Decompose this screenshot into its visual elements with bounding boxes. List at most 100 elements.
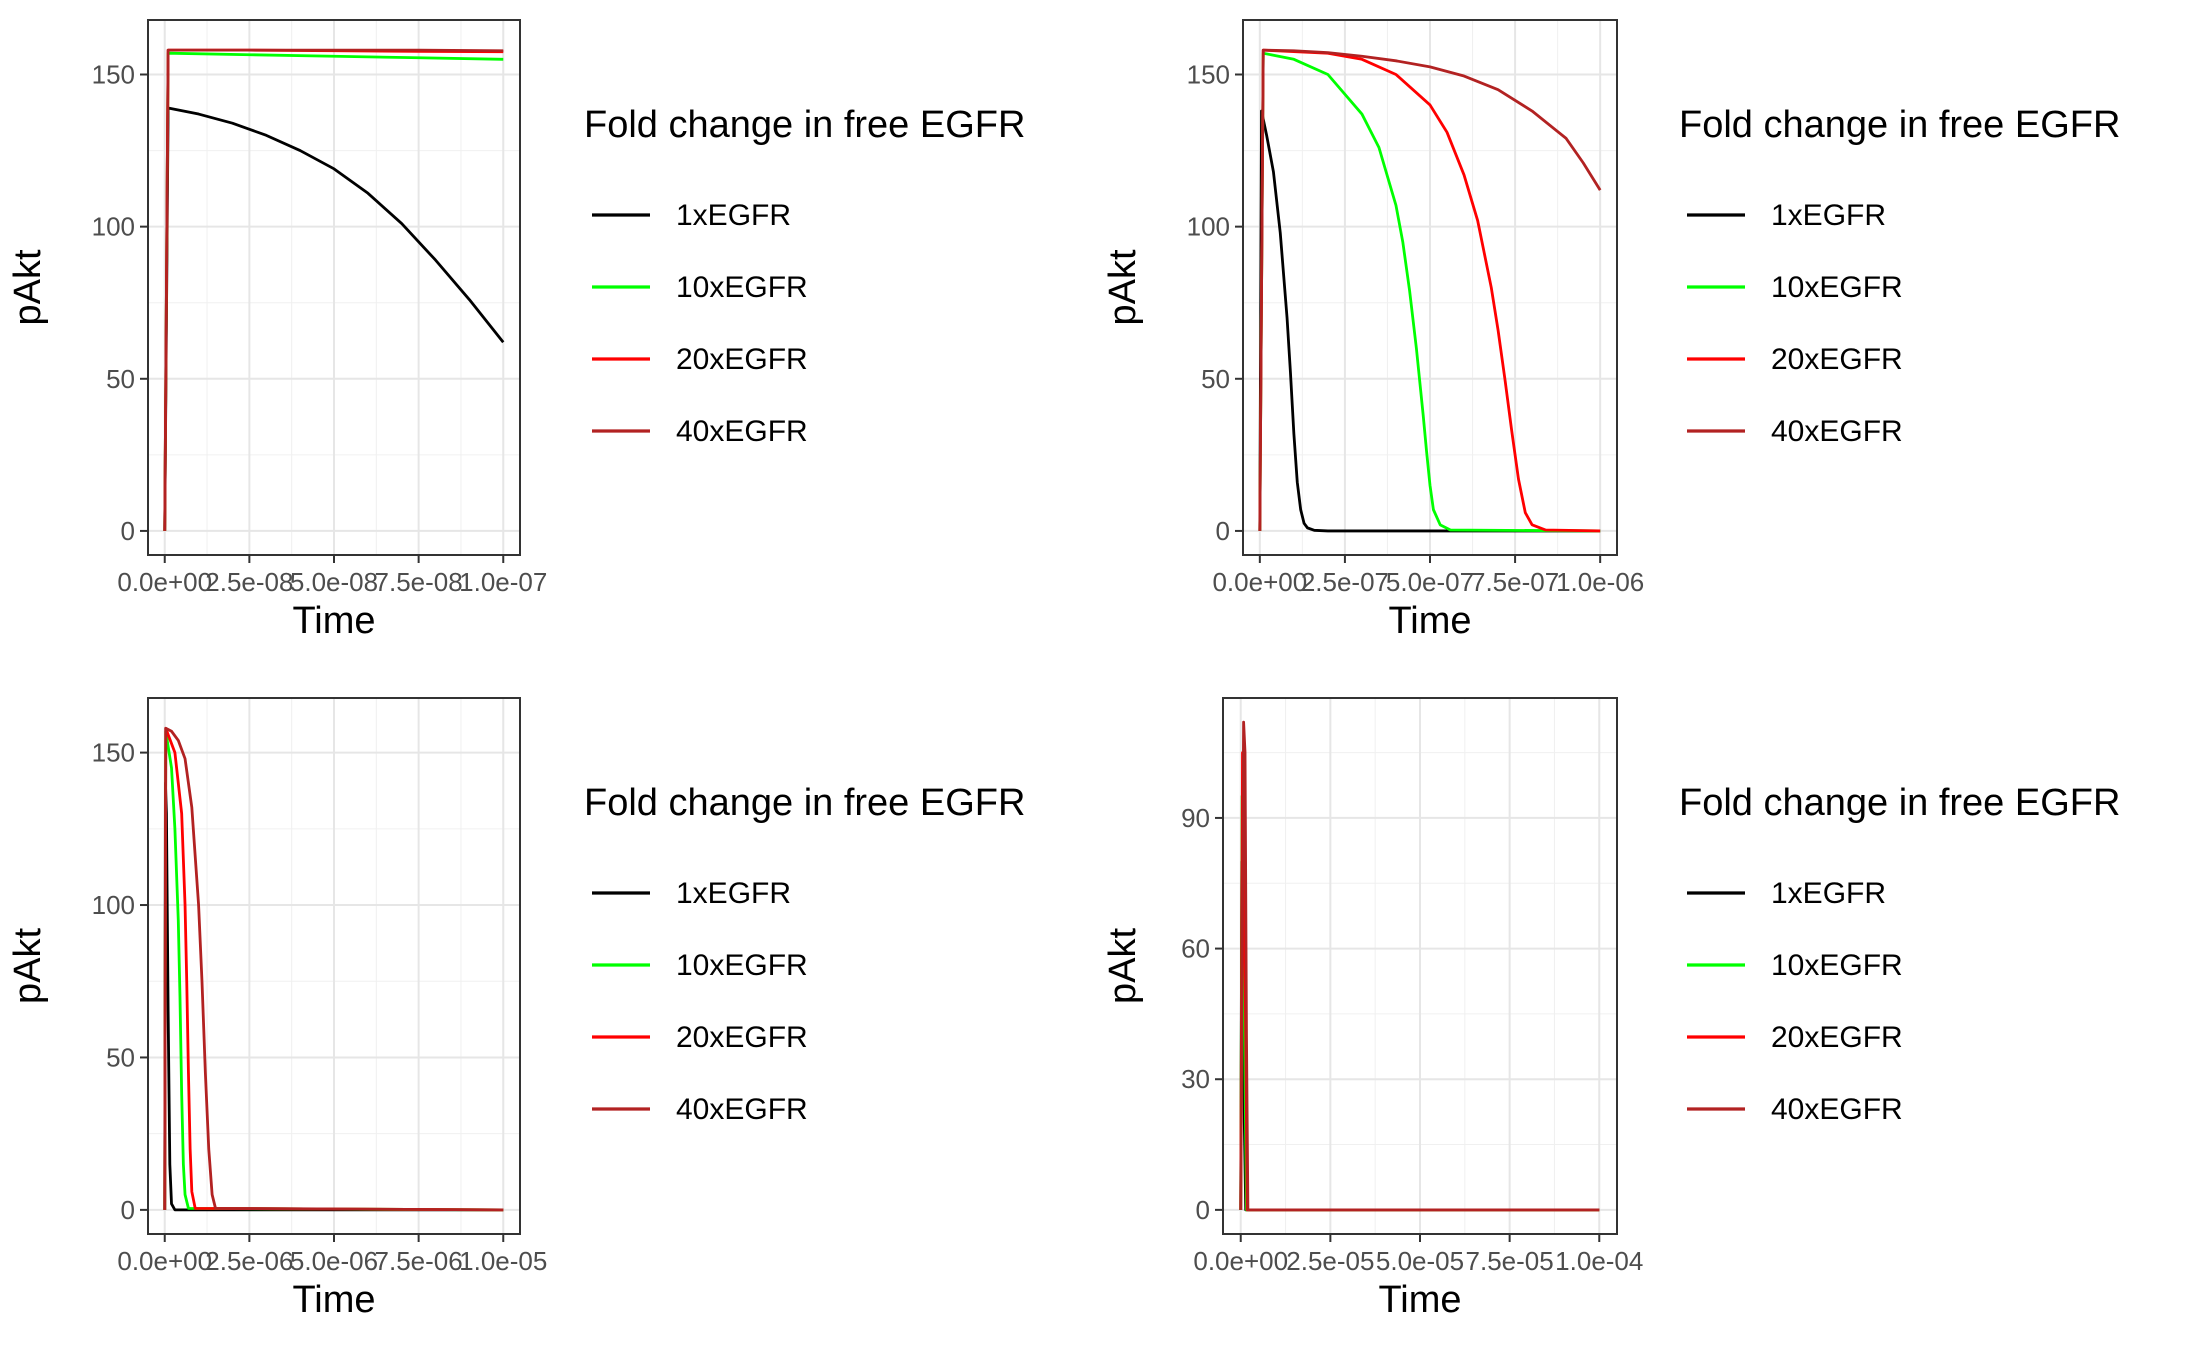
legend-label: 40xEGFR	[676, 415, 808, 448]
series-line-20xEGFR	[163, 726, 504, 1212]
x-axis-title: Time	[292, 1279, 375, 1321]
legend-label: 10xEGFR	[1771, 949, 1903, 982]
y-tick-label: 50	[1201, 364, 1230, 394]
legend-label: 10xEGFR	[676, 271, 808, 304]
legend-label: 20xEGFR	[676, 343, 808, 376]
y-tick-label: 150	[92, 738, 135, 768]
series-line-1xEGFR	[1258, 109, 1601, 533]
y-tick-label: 100	[1187, 212, 1230, 242]
series-group	[163, 726, 504, 1212]
x-tick-label: 1.0e-07	[459, 567, 547, 597]
x-tick-label: 2.5e-05	[1286, 1246, 1374, 1276]
y-tick-label: 100	[92, 890, 135, 920]
grid	[148, 20, 520, 555]
x-tick-label: 1.0e-06	[1556, 567, 1644, 597]
x-tick-label: 1.0e-05	[459, 1246, 547, 1276]
y-tick-label: 30	[1181, 1064, 1210, 1094]
series-line-10xEGFR	[1258, 51, 1601, 533]
series-group	[163, 48, 505, 531]
x-tick-label: 2.5e-06	[205, 1246, 293, 1276]
legend-label: 40xEGFR	[676, 1093, 808, 1126]
x-axis: 0.0e+002.5e-085.0e-087.5e-081.0e-07 Time	[117, 555, 547, 642]
y-axis-title: pAkt	[7, 249, 49, 325]
x-tick-label: 7.5e-05	[1466, 1246, 1554, 1276]
legend-title: Fold change in free EGFR	[584, 104, 1025, 146]
y-axis-title: pAkt	[1102, 928, 1144, 1004]
x-tick-label: 5.0e-06	[290, 1246, 378, 1276]
legend-item: 20xEGFR	[1687, 343, 1903, 376]
series-line-40xEGFR	[163, 726, 504, 1212]
chart-panel-3: 0.0e+002.5e-065.0e-067.5e-061.0e-05 Time0…	[7, 697, 1025, 1321]
y-tick-label: 90	[1181, 803, 1210, 833]
chart-panel-4: 0.0e+002.5e-05 5.0e-05 7.5e-05 1.0e-04Time0…	[1102, 697, 2120, 1321]
x-axis: 0.0e+002.5e-065.0e-067.5e-061.0e-05 Time	[117, 1234, 547, 1321]
legend-item: 40xEGFR	[1687, 1093, 1903, 1126]
y-tick-label: 50	[106, 1042, 135, 1072]
series-line-40xEGFR	[1258, 48, 1602, 531]
series-group	[1239, 720, 1600, 1212]
legend-label: 40xEGFR	[1771, 1093, 1903, 1126]
series-group	[1258, 48, 1602, 533]
y-tick-label: 100	[92, 212, 135, 242]
legend-label: 1xEGFR	[676, 199, 791, 232]
y-axis-title: pAkt	[1102, 249, 1144, 325]
x-tick-label: 0.0e+00	[117, 567, 212, 597]
chart-panel-2: 0.0e+002.5e-075.0e-077.5e-071.0e-06Time0…	[1102, 19, 2120, 642]
y-tick-label: 60	[1181, 934, 1210, 964]
legend-item: 1xEGFR	[1687, 199, 1886, 232]
legend-item: 20xEGFR	[1687, 1021, 1903, 1054]
series-line-10xEGFR	[163, 729, 504, 1212]
legend: Fold change in free EGFR 1xEGFR 10xEGFR 20x…	[584, 782, 1025, 1126]
legend-label: 1xEGFR	[1771, 199, 1886, 232]
y-tick-label: 0	[1196, 1195, 1210, 1225]
legend-item: 1xEGFR	[592, 199, 791, 232]
y-axis: 0 50 100 150 pAkt	[1102, 60, 1243, 546]
x-tick-label: 7.5e-06	[375, 1246, 463, 1276]
x-axis: 0.0e+002.5e-05 5.0e-05 7.5e-05 1.0e-04 Time	[1193, 1234, 1643, 1321]
y-axis: 0 50 100 150 pAkt	[7, 738, 148, 1225]
series-line-40xEGFR	[163, 48, 504, 531]
legend-item: 1xEGFR	[1687, 877, 1886, 910]
y-tick-label: 50	[106, 364, 135, 394]
legend-item: 10xEGFR	[592, 949, 808, 982]
y-tick-label: 0	[1216, 516, 1230, 546]
series-line-20xEGFR	[1258, 48, 1601, 533]
series-line-40xEGFR	[1239, 720, 1600, 1212]
legend: Fold change in free EGFR 1xEGFR 10xEGFR 20x…	[1679, 782, 2120, 1126]
legend-item: 20xEGFR	[592, 343, 808, 376]
y-axis-title: pAkt	[7, 928, 49, 1004]
x-tick-label: 5.0e-08	[290, 567, 378, 597]
y-axis: 0 50 100 150 pAkt	[7, 60, 148, 546]
x-tick-label: 0.0e+00	[117, 1246, 212, 1276]
legend-label: 1xEGFR	[676, 877, 791, 910]
y-tick-label: 0	[121, 516, 135, 546]
x-axis: 0.0e+002.5e-075.0e-077.5e-071.0e-06 Time	[1212, 555, 1644, 642]
legend-item: 10xEGFR	[1687, 949, 1903, 982]
legend-item: 40xEGFR	[1687, 415, 1903, 448]
legend-title: Fold change in free EGFR	[1679, 104, 2120, 146]
legend-title: Fold change in free EGFR	[1679, 782, 2120, 824]
x-tick-label: 0.0e+00	[1212, 567, 1307, 597]
x-tick-label: 5.0e-05	[1376, 1246, 1464, 1276]
legend-item: 1xEGFR	[592, 877, 791, 910]
y-axis: 0 30 60 90 pAkt	[1102, 803, 1223, 1225]
legend-label: 40xEGFR	[1771, 415, 1903, 448]
legend-label: 1xEGFR	[1771, 877, 1886, 910]
x-tick-label: 7.5e-07	[1471, 567, 1559, 597]
legend-item: 40xEGFR	[592, 1093, 808, 1126]
legend-item: 40xEGFR	[592, 415, 808, 448]
x-axis-title: Time	[1378, 1279, 1461, 1321]
y-tick-label: 150	[92, 60, 135, 90]
x-tick-label: 2.5e-07	[1301, 567, 1389, 597]
series-line-1xEGFR	[163, 106, 505, 531]
grid	[1243, 20, 1617, 555]
legend-item: 20xEGFR	[592, 1021, 808, 1054]
legend-item: 10xEGFR	[592, 271, 808, 304]
legend-label: 20xEGFR	[676, 1021, 808, 1054]
x-axis-title: Time	[1388, 600, 1471, 642]
x-tick-label: 1.0e-04	[1555, 1246, 1643, 1276]
x-tick-label: 2.5e-08	[205, 567, 293, 597]
legend-label: 20xEGFR	[1771, 343, 1903, 376]
chart-panel-1: 0.0e+002.5e-085.0e-087.5e-081.0e-07Time0…	[7, 19, 1025, 642]
